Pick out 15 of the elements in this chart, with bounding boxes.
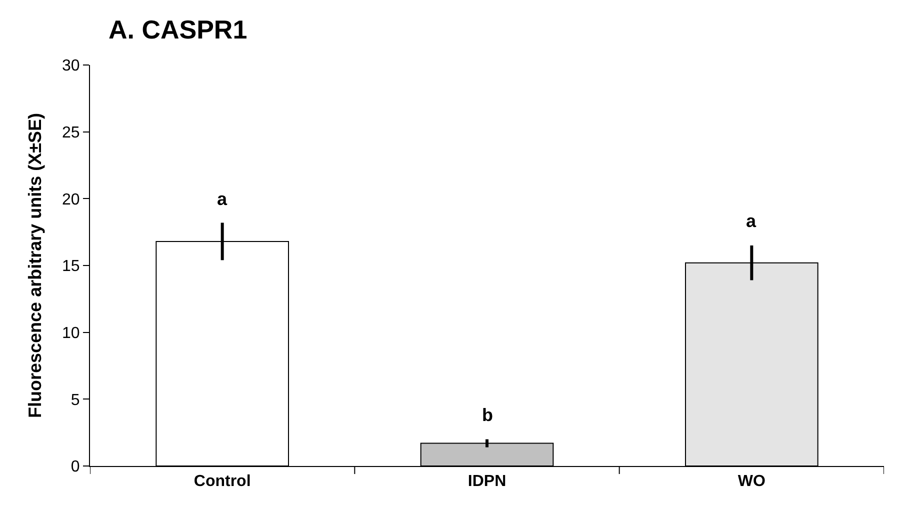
y-tick-label: 0 [70,458,80,476]
x-tick-label: IDPN [468,473,506,490]
y-axis-title: Fluorescence arbitrary units (X±SE) [25,113,46,418]
annotation: b [482,405,493,425]
x-tick-label: Control [194,473,251,490]
y-tick-label: 10 [62,324,80,342]
y-tick-label: 25 [62,124,80,142]
annotation: a [746,211,757,231]
chart-title: A. CASPR1 [108,14,248,44]
annotation: a [217,189,228,209]
x-tick-label: WO [738,473,766,490]
y-tick-label: 5 [70,392,80,409]
y-tick-label: 30 [62,58,80,75]
y-tick-label: 15 [62,258,80,276]
y-tick-label: 20 [62,191,80,208]
